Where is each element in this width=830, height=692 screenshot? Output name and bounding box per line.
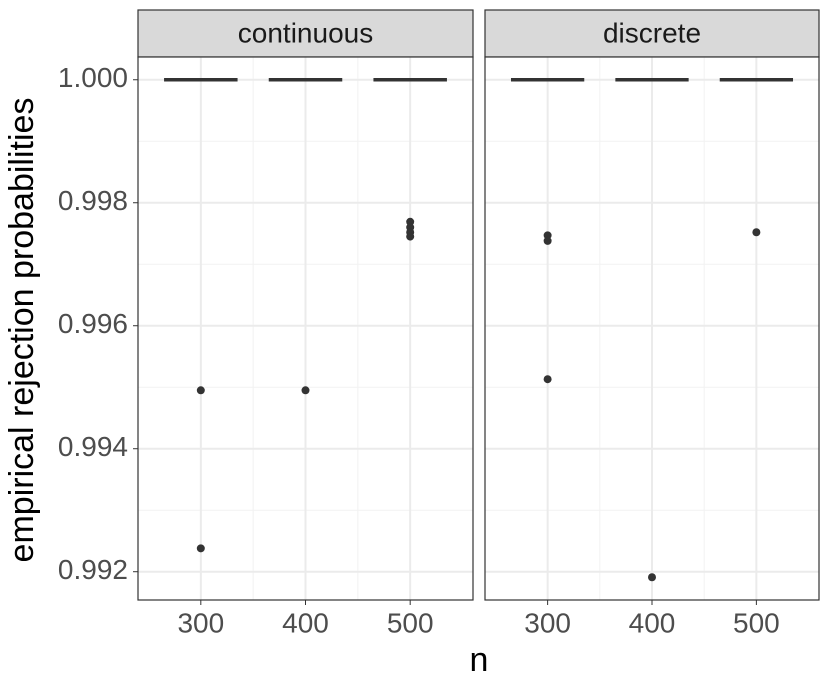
x-tick-label: 300	[524, 607, 571, 638]
y-tick-label: 0.994	[58, 431, 128, 462]
outlier	[196, 544, 205, 553]
outlier	[406, 217, 415, 226]
strip	[137, 9, 474, 58]
x-tick-label: 500	[387, 607, 434, 638]
y-tick-label: 0.992	[58, 554, 128, 585]
y-tick-label: 0.998	[58, 185, 128, 216]
panel-border	[137, 56, 474, 601]
outlier	[196, 386, 205, 395]
strip-title: continuous	[238, 17, 373, 48]
y-axis-label: empirical rejection probabilities	[3, 98, 41, 563]
outlier	[648, 573, 656, 582]
outlier	[406, 232, 415, 241]
y-tick-label: 1.000	[58, 62, 128, 93]
strip	[484, 9, 820, 58]
outlier	[301, 386, 310, 395]
y-tick-label: 0.996	[58, 308, 128, 339]
x-tick-label: 400	[282, 607, 329, 638]
x-tick-label: 500	[733, 607, 780, 638]
outlier	[543, 236, 552, 245]
outlier	[752, 228, 761, 237]
strip-title: discrete	[603, 17, 701, 48]
panel-border	[484, 56, 820, 601]
x-tick-label: 300	[177, 607, 224, 638]
outlier	[543, 231, 552, 240]
x-axis-label: n	[470, 641, 489, 679]
x-tick-label: 400	[629, 607, 676, 638]
outlier	[543, 375, 552, 384]
